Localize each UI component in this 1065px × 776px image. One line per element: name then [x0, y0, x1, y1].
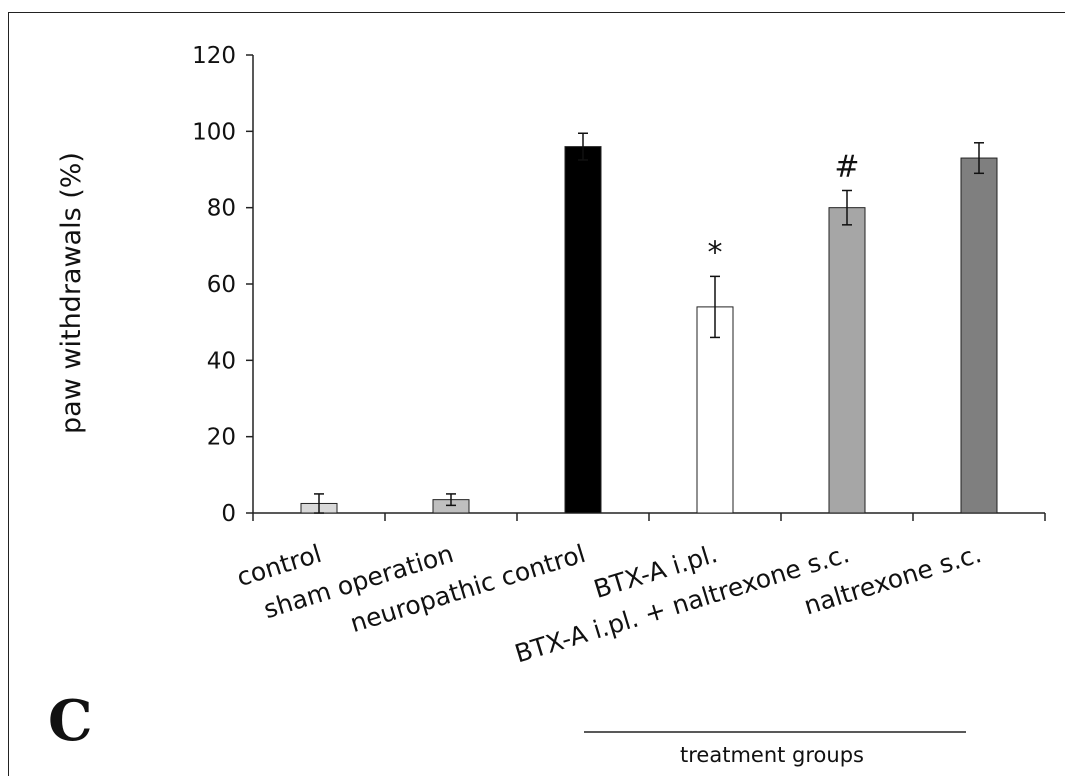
bar: [828, 207, 866, 514]
bar: [696, 306, 734, 514]
significance-marker: *: [708, 235, 723, 270]
bar: [564, 146, 602, 514]
bars: [300, 132, 998, 514]
bar: [960, 157, 998, 514]
y-axis-title: paw withdrawals (%): [56, 152, 87, 434]
figure-frame: [8, 12, 1065, 776]
axes: 0 20 40 60 80 100 120: [192, 43, 1046, 527]
y-tick-label: 80: [207, 196, 236, 222]
y-tick-label: 120: [192, 43, 236, 69]
y-tick-label: 40: [207, 348, 236, 374]
group-label: treatment groups: [680, 743, 864, 767]
significance-marker: #: [834, 149, 859, 184]
panel-letter: C: [48, 688, 93, 754]
y-tick-label: 60: [207, 272, 236, 298]
y-tick-label: 0: [221, 501, 236, 527]
y-tick-label: 20: [207, 425, 236, 451]
y-tick-label: 100: [192, 119, 236, 145]
